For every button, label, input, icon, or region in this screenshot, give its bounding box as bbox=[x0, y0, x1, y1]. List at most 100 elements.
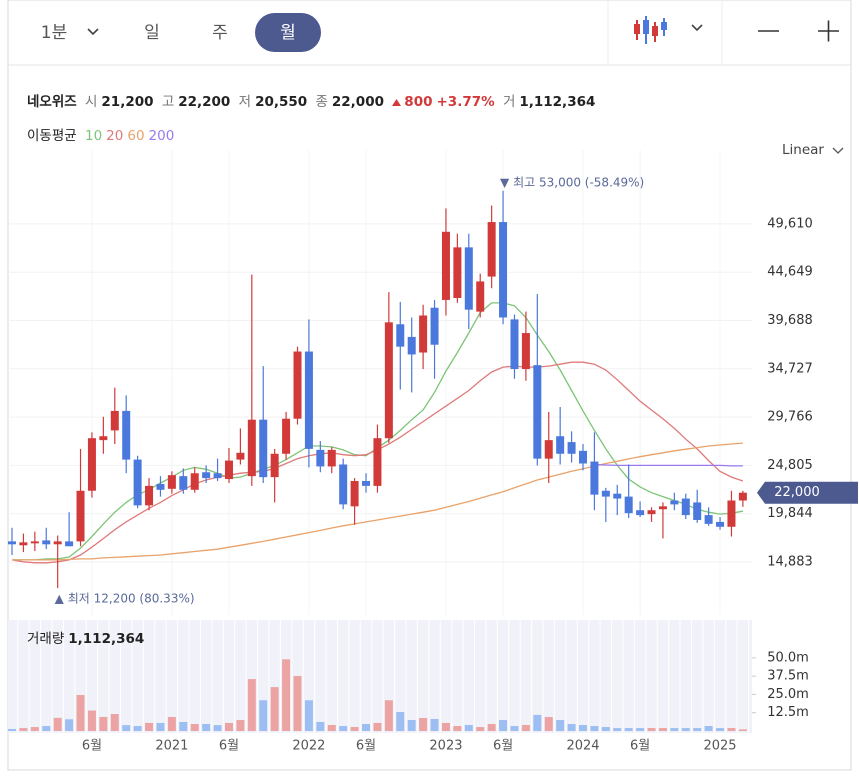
volume-bar bbox=[362, 723, 371, 731]
volume-bar bbox=[247, 679, 256, 731]
interval-chevron[interactable] bbox=[87, 28, 99, 36]
candle-body bbox=[65, 541, 74, 547]
candle-body bbox=[190, 473, 199, 490]
candle-body bbox=[464, 247, 473, 310]
candle-body bbox=[636, 510, 645, 516]
quote-value: 20,550 bbox=[255, 94, 308, 110]
candle-body bbox=[8, 541, 16, 545]
volume-bar bbox=[407, 720, 416, 731]
volume-bar bbox=[727, 728, 736, 731]
candle-body bbox=[316, 449, 325, 467]
interval-tab[interactable]: 일 bbox=[144, 23, 160, 43]
y-tick-label: 24,805 bbox=[767, 458, 813, 473]
volume-bar bbox=[270, 687, 279, 731]
volume-bar bbox=[167, 716, 176, 731]
y-tick-label: 49,610 bbox=[767, 216, 813, 231]
min-annotation: ▲ 최저 12,200 (80.33%) bbox=[55, 592, 195, 606]
volume-bar bbox=[339, 726, 348, 731]
candle-body bbox=[590, 461, 599, 495]
candle-body bbox=[533, 365, 542, 459]
candle-body bbox=[647, 510, 656, 515]
candle-body bbox=[339, 464, 348, 505]
quote-label: 고 bbox=[161, 94, 175, 110]
candle-body bbox=[624, 496, 633, 514]
last-price-label: 22,000 bbox=[774, 485, 820, 500]
candle-body bbox=[145, 485, 154, 506]
zoom-in[interactable] bbox=[818, 20, 839, 42]
volume-bar bbox=[738, 729, 747, 731]
candle-body bbox=[202, 472, 211, 479]
volume-bar bbox=[647, 728, 656, 731]
volume-tick-label: 37.5m bbox=[767, 669, 809, 684]
ma-line bbox=[594, 463, 743, 467]
candle-body bbox=[716, 521, 725, 527]
volume-bar bbox=[87, 710, 96, 731]
y-tick-label: 29,766 bbox=[767, 410, 813, 425]
candle-body bbox=[224, 460, 233, 480]
candle-body bbox=[350, 481, 359, 507]
candle-body bbox=[670, 500, 679, 505]
volume-bar bbox=[76, 695, 85, 731]
interval-tab[interactable]: 월 bbox=[280, 23, 296, 43]
volume-bar bbox=[316, 721, 325, 731]
volume-title: 거래량 1,112,364 bbox=[27, 627, 148, 647]
frame bbox=[7, 0, 852, 771]
volume-bar bbox=[213, 725, 222, 731]
volume-bar bbox=[510, 726, 519, 731]
candle-body bbox=[270, 453, 279, 478]
candle-body bbox=[453, 247, 462, 298]
last-price-tag bbox=[757, 481, 858, 504]
volume-bar bbox=[441, 722, 450, 731]
volume-bar bbox=[693, 728, 702, 731]
candle-body bbox=[384, 322, 393, 439]
candle-body bbox=[441, 231, 450, 300]
x-tick-label: 6월 bbox=[219, 739, 239, 754]
candle-body bbox=[544, 440, 553, 459]
x-tick-label: 6월 bbox=[630, 739, 650, 754]
candle-body bbox=[327, 449, 336, 467]
volume-bar bbox=[636, 728, 645, 731]
quote-label: 종 bbox=[315, 94, 328, 110]
candle-body bbox=[510, 319, 519, 370]
volume-bar bbox=[579, 725, 587, 731]
scale-label[interactable]: Linear bbox=[782, 142, 824, 158]
quote-row: 네오위즈 시 21,200 고 22,200 저 20,550 종 22,000 800… bbox=[27, 90, 599, 110]
volume-bar bbox=[327, 725, 336, 731]
volume-bar bbox=[419, 717, 428, 731]
scale-chevron[interactable] bbox=[832, 147, 844, 154]
y-tick-label: 14,883 bbox=[767, 554, 813, 569]
x-tick-label: 6월 bbox=[493, 739, 513, 754]
candle-body bbox=[167, 475, 176, 489]
volume-bar bbox=[499, 720, 508, 731]
candle-body bbox=[42, 540, 51, 545]
volume-bar bbox=[590, 726, 599, 731]
candle-body bbox=[704, 515, 713, 524]
change-pct: +3.77% bbox=[436, 94, 495, 110]
candle-body bbox=[110, 410, 119, 431]
y-tick-label: 39,688 bbox=[767, 313, 813, 328]
interval-tab[interactable]: 1분 bbox=[41, 23, 67, 43]
x-tick-label: 6월 bbox=[82, 739, 102, 754]
volume-bar bbox=[224, 722, 233, 731]
candle-body bbox=[579, 450, 587, 464]
candle-body bbox=[373, 438, 382, 486]
volume-bar bbox=[670, 728, 679, 731]
volume-bar bbox=[556, 720, 565, 731]
interval-pill bbox=[255, 13, 321, 52]
volume-bar bbox=[190, 723, 199, 731]
candle-body bbox=[304, 351, 313, 449]
interval-tab[interactable]: 주 bbox=[212, 23, 228, 43]
volume-bar bbox=[304, 700, 313, 731]
candle-body bbox=[133, 459, 142, 506]
candle-body bbox=[179, 476, 188, 490]
volume-bar bbox=[487, 723, 496, 731]
candle-body bbox=[99, 436, 108, 441]
ma-legend: 이동평균 10 20 60 200 bbox=[27, 124, 178, 144]
y-tick-label: 44,649 bbox=[767, 265, 813, 280]
chart-type-chevron[interactable] bbox=[691, 24, 703, 32]
volume-bar bbox=[293, 675, 302, 731]
candle-body bbox=[499, 222, 508, 318]
volume-value: 1,112,364 bbox=[68, 631, 145, 647]
candle-body bbox=[476, 281, 485, 312]
chart-type-icon[interactable] bbox=[634, 16, 667, 44]
